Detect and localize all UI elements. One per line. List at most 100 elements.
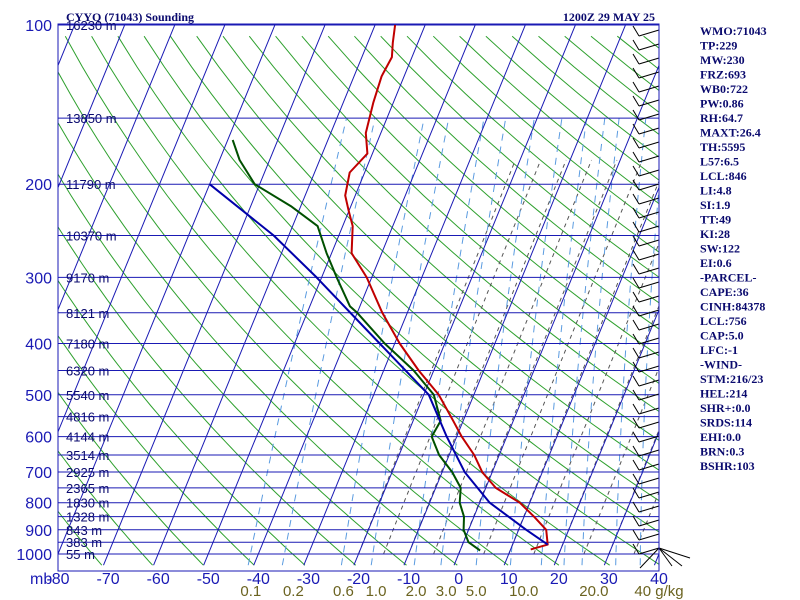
height-label: 13850 m (66, 111, 117, 126)
index-line: TH:5595 (700, 140, 745, 154)
series-line-3 (208, 183, 549, 546)
index-line: LFC:-1 (700, 343, 738, 357)
height-label: 3514 m (66, 448, 109, 463)
pressure-tick-label: 500 (25, 388, 52, 405)
height-label: 4144 m (66, 430, 109, 445)
wind-barb (638, 505, 660, 513)
temperature-tick-label: -20 (347, 571, 370, 588)
mixing-ratio-label: 40 g/kg (634, 583, 683, 600)
height-label: 2365 m (66, 481, 109, 496)
moist-adiabat-line (533, 242, 659, 555)
wind-barb-feather (632, 263, 640, 275)
wind-barb (638, 85, 660, 93)
wind-barb (638, 141, 660, 149)
temperature-tick-label: 10 (500, 571, 518, 588)
wind-barb (638, 379, 660, 387)
wind-barb (638, 43, 660, 51)
wind-barb (638, 225, 660, 233)
dry-adiabat-line (406, 35, 659, 253)
wind-barb-feather (632, 487, 640, 499)
wind-barb-feather (632, 375, 640, 387)
dry-adiabat-line (590, 35, 659, 92)
wind-barb (638, 365, 660, 373)
index-line: CAP:5.0 (700, 329, 744, 343)
wind-barb (638, 351, 660, 359)
wind-barb-feather (632, 431, 640, 443)
isotherm-line (0, 13, 29, 565)
wind-barb (638, 169, 660, 177)
pressure-tick-label: 200 (25, 177, 52, 194)
index-line: BSHR:103 (700, 459, 755, 473)
dry-adiabat-line (58, 121, 458, 566)
moist-adiabat-line (383, 159, 542, 555)
index-line: SRDS:114 (700, 416, 752, 430)
wind-barb-feather (632, 207, 640, 219)
mixing-ratio-line (639, 180, 659, 566)
wind-barb-feather (632, 67, 640, 79)
height-label: 16230 m (66, 18, 117, 33)
wind-barb (638, 183, 660, 191)
dry-adiabat-line (327, 35, 659, 330)
wind-barb (638, 267, 660, 275)
temperature-tick-label: -70 (97, 571, 120, 588)
temperature-tick-label: 40 (650, 571, 668, 588)
isotherm-line (603, 430, 659, 566)
index-line: LCL:846 (700, 169, 747, 183)
height-label: 1328 m (66, 510, 109, 525)
wind-barb-feather (632, 473, 640, 485)
chart-grid (0, 13, 659, 566)
temperature-tick-label: 30 (600, 571, 618, 588)
isotherm-line (58, 24, 176, 312)
wind-barb-feather (632, 417, 640, 429)
height-label: 10370 m (66, 229, 117, 244)
wind-barb-surface (658, 547, 673, 567)
height-label: 383 m (66, 535, 102, 550)
wind-barb-feather (632, 459, 640, 471)
height-label: 55 m (66, 547, 95, 562)
wind-barb-feather (632, 235, 640, 247)
index-line: BRN:0.3 (700, 445, 744, 459)
index-line: SI:1.9 (700, 198, 730, 212)
wind-barb (638, 29, 660, 37)
plot-frame (57, 23, 660, 572)
mixing-ratio-line (509, 118, 563, 566)
moist-adiabat-line (608, 428, 659, 555)
index-line: LCL:756 (700, 314, 747, 328)
dry-adiabat-line (169, 35, 659, 502)
wind-barb-feather (632, 179, 640, 191)
moist-adiabat-line (483, 159, 643, 555)
mixing-ratio-label: 0.2 (283, 583, 304, 600)
temperature-tick-label: -30 (297, 571, 320, 588)
index-line: WMO:71043 (700, 24, 767, 38)
wind-barb-feather (632, 445, 640, 457)
index-line: SHR+:0.0 (700, 401, 751, 415)
mixing-ratio-label: 3.0 (436, 583, 457, 600)
index-line: CINH:84378 (700, 300, 765, 314)
pressure-tick-label: 1000 (16, 547, 52, 564)
wind-barb-feather (632, 95, 640, 107)
isotherm-line (253, 24, 477, 566)
wind-barb (638, 477, 660, 485)
wind-barb (638, 155, 660, 163)
wind-barb-feather (632, 123, 640, 135)
wind-barb (638, 463, 660, 471)
moist-adiabat-line (433, 159, 592, 555)
dry-adiabat-line (58, 510, 103, 566)
wind-barb-feather (632, 501, 640, 513)
wind-barb-surface (639, 547, 660, 569)
index-line: TT:49 (700, 213, 731, 227)
dry-adiabat-line (248, 35, 659, 413)
pressure-tick-label: 600 (25, 430, 52, 447)
wind-barb (638, 519, 660, 527)
index-line: EI:0.6 (700, 256, 732, 270)
dry-adiabat-line (143, 35, 659, 533)
wind-barb (638, 309, 660, 317)
wind-barb-feather (632, 403, 640, 415)
wind-barb-feather (632, 389, 640, 401)
dry-adiabat-line (354, 35, 659, 304)
wind-barb (638, 127, 660, 135)
temperature-tick-label: -40 (247, 571, 270, 588)
wind-barb-feather (632, 249, 640, 261)
